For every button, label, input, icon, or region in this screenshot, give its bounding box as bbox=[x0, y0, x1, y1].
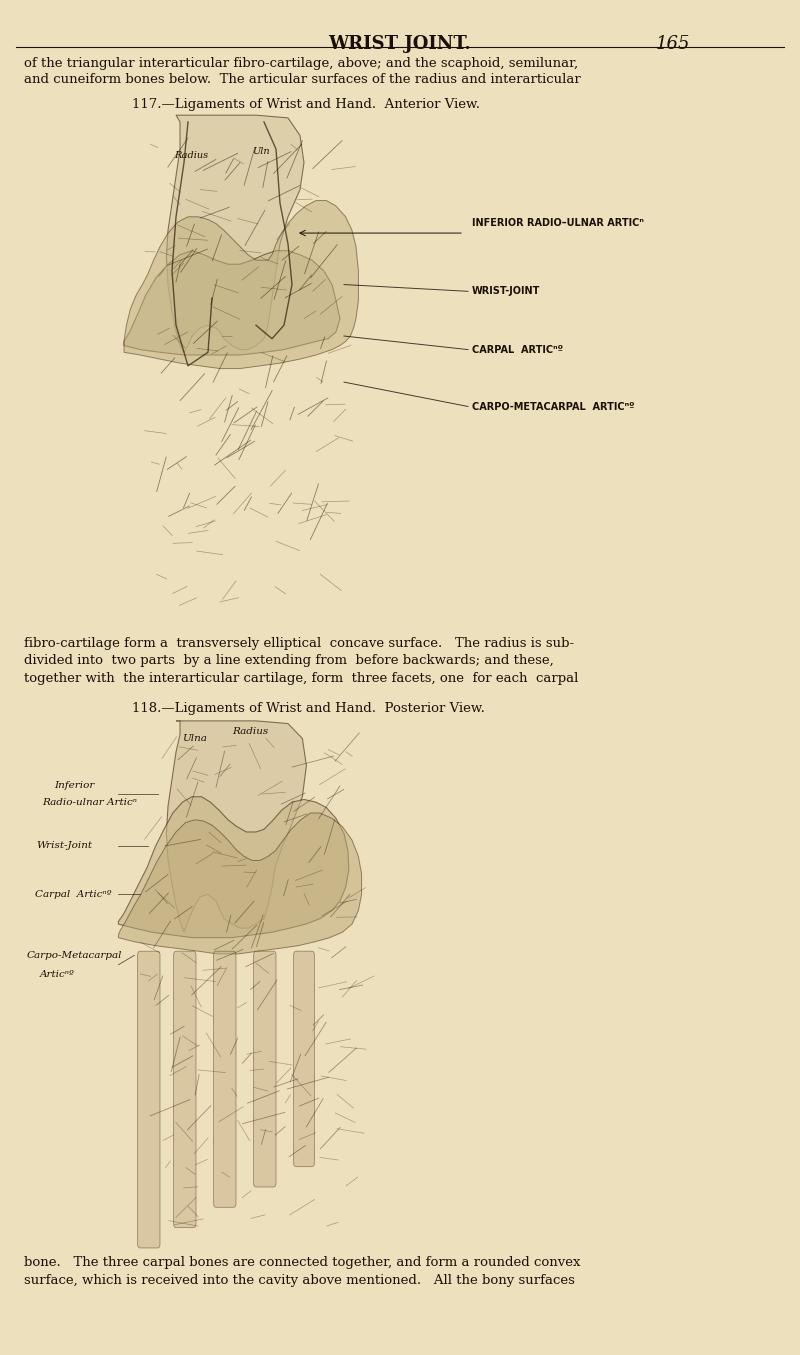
Polygon shape bbox=[124, 201, 358, 369]
Text: 165: 165 bbox=[656, 35, 690, 53]
Text: Carpo-Metacarpal: Carpo-Metacarpal bbox=[26, 951, 122, 959]
Text: Carpal  Articⁿº: Carpal Articⁿº bbox=[35, 890, 112, 898]
Text: Ulna: Ulna bbox=[182, 734, 207, 743]
Text: and cuneiform bones below.  The articular surfaces of the radius and interarticu: and cuneiform bones below. The articular… bbox=[24, 73, 581, 87]
Text: WRIST-JOINT: WRIST-JOINT bbox=[472, 286, 540, 297]
Text: Uln: Uln bbox=[252, 148, 270, 156]
FancyBboxPatch shape bbox=[294, 951, 314, 1167]
Text: Radius: Radius bbox=[232, 728, 268, 736]
Text: WRIST JOINT.: WRIST JOINT. bbox=[329, 35, 471, 53]
FancyBboxPatch shape bbox=[254, 951, 276, 1187]
Text: together with  the interarticular cartilage, form  three facets, one  for each  : together with the interarticular cartila… bbox=[24, 672, 578, 686]
Text: Articⁿº: Articⁿº bbox=[40, 970, 75, 978]
Text: CARPO-METACARPAL  ARTICⁿº: CARPO-METACARPAL ARTICⁿº bbox=[472, 401, 634, 412]
Text: Radius: Radius bbox=[174, 152, 209, 160]
FancyBboxPatch shape bbox=[138, 951, 160, 1248]
FancyBboxPatch shape bbox=[214, 951, 236, 1207]
FancyBboxPatch shape bbox=[174, 951, 196, 1228]
Text: divided into  two parts  by a line extending from  before backwards; and these,: divided into two parts by a line extendi… bbox=[24, 654, 554, 668]
Polygon shape bbox=[118, 797, 349, 938]
Text: Radio-ulnar Articⁿ: Radio-ulnar Articⁿ bbox=[42, 798, 138, 806]
Text: of the triangular interarticular fibro-cartilage, above; and the scaphoid, semil: of the triangular interarticular fibro-c… bbox=[24, 57, 578, 70]
Text: surface, which is received into the cavity above mentioned.   All the bony surfa: surface, which is received into the cavi… bbox=[24, 1274, 575, 1287]
Polygon shape bbox=[166, 115, 304, 352]
Text: fibro-cartilage form a  transversely elliptical  concave surface.   The radius i: fibro-cartilage form a transversely elli… bbox=[24, 637, 574, 650]
Polygon shape bbox=[124, 251, 340, 355]
Bar bbox=[104, 111, 496, 626]
Text: CARPAL  ARTICⁿº: CARPAL ARTICⁿº bbox=[472, 344, 563, 355]
Text: Wrist-Joint: Wrist-Joint bbox=[37, 841, 93, 850]
Text: 118.—Ligaments of Wrist and Hand.  Posterior View.: 118.—Ligaments of Wrist and Hand. Poster… bbox=[132, 702, 485, 715]
Text: INFERIOR RADIO–ULNAR ARTICⁿ: INFERIOR RADIO–ULNAR ARTICⁿ bbox=[472, 218, 644, 228]
Polygon shape bbox=[118, 813, 362, 954]
Text: Inferior: Inferior bbox=[54, 782, 94, 790]
Polygon shape bbox=[166, 721, 306, 932]
Text: 117.—Ligaments of Wrist and Hand.  Anterior View.: 117.—Ligaments of Wrist and Hand. Anteri… bbox=[132, 98, 480, 111]
Text: bone.   The three carpal bones are connected together, and form a rounded convex: bone. The three carpal bones are connect… bbox=[24, 1256, 581, 1270]
